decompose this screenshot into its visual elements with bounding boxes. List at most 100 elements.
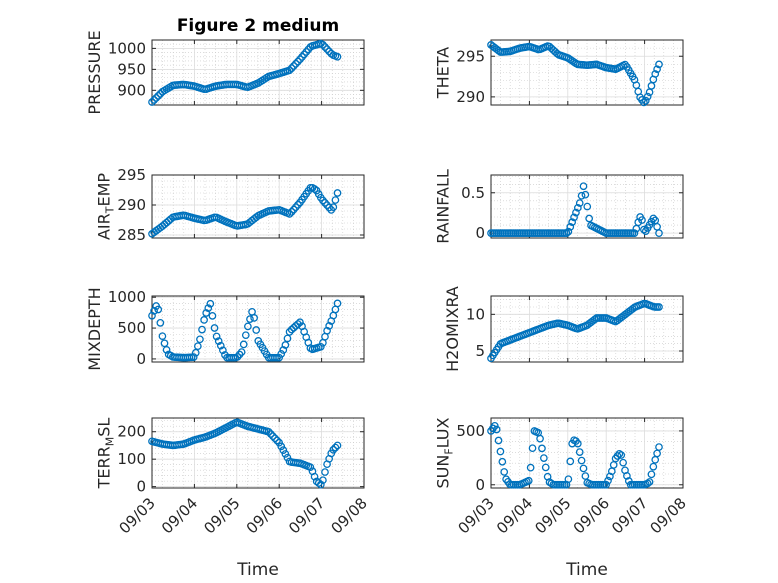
data-point: [325, 203, 334, 212]
data-point: [640, 225, 648, 234]
data-point: [577, 191, 586, 200]
data-point: [287, 208, 296, 216]
data-point: [294, 200, 302, 209]
y-tick-label: 10: [466, 305, 485, 323]
data-point: [641, 96, 650, 105]
subplot-rainfall: 0 0.5 RAINFALL: [434, 169, 684, 244]
data-point: [273, 436, 281, 445]
data-point: [239, 340, 248, 349]
data-point: [651, 70, 660, 78]
data-point: [649, 462, 658, 471]
data-point: [604, 476, 612, 485]
data-point: [585, 214, 594, 223]
major-grid: [152, 40, 364, 105]
data-point: [579, 464, 588, 473]
data-point: [148, 98, 156, 106]
subplot-pressure: 900 950 1000 Figure 2 medium PRESSURE: [85, 16, 365, 115]
y-axis-label: SUNFLUX: [434, 417, 456, 488]
data-point: [271, 434, 279, 443]
data-point: [269, 432, 277, 441]
data-point: [333, 299, 342, 308]
data-point: [541, 463, 550, 472]
axes-box: [490, 417, 684, 489]
data-series: [487, 41, 663, 107]
data-point: [202, 309, 211, 317]
data-point: [498, 457, 507, 466]
data-point: [291, 203, 300, 212]
data-point: [540, 454, 548, 462]
data-point: [573, 203, 582, 212]
y-tick-label: 5: [475, 342, 485, 360]
data-point: [216, 341, 225, 350]
data-series: [148, 183, 342, 238]
data-point: [321, 468, 329, 476]
data-point: [329, 445, 338, 454]
data-point: [613, 452, 622, 460]
y-tick-label: 1000: [108, 39, 146, 57]
data-point: [237, 348, 246, 356]
y-axis-label: H2OMIXRA: [443, 286, 462, 372]
data-point: [287, 64, 296, 73]
y-axis-label: TERRMSL: [95, 418, 117, 490]
y-tick-label: 900: [117, 81, 146, 99]
y-axis-label: RAINFALL: [434, 169, 453, 244]
data-point: [528, 444, 537, 453]
data-point: [194, 342, 202, 351]
data-point: [266, 430, 275, 438]
data-point: [150, 96, 158, 104]
data-point: [289, 205, 298, 214]
data-point: [319, 476, 327, 485]
data-point: [329, 203, 338, 212]
x-tick-label: 09/05: [531, 494, 574, 537]
data-point: [331, 196, 340, 204]
x-tick-label: 09/06: [243, 494, 286, 537]
data-point: [331, 443, 340, 452]
y-tick-label: 500: [117, 319, 146, 337]
y-tick-label: 285: [117, 226, 146, 244]
axes-box: [151, 417, 365, 489]
x-tick-label: 09/03: [455, 494, 498, 537]
x-tick-label: 09/03: [116, 494, 159, 537]
data-point: [277, 350, 286, 358]
x-axis-label: Time: [236, 560, 279, 580]
data-series: [148, 39, 342, 106]
y-tick-label: 0: [136, 478, 146, 496]
x-axis-label: Time: [565, 560, 608, 580]
data-point: [583, 202, 592, 211]
data-point: [572, 208, 580, 217]
major-grid: [491, 40, 683, 105]
axes-box: [490, 174, 684, 239]
data-point: [200, 316, 208, 324]
axes-box: [151, 39, 365, 106]
data-point: [649, 214, 658, 223]
data-point: [210, 324, 219, 332]
x-tick-label: 09/05: [200, 494, 243, 537]
y-tick-label: 100: [117, 450, 146, 468]
y-tick-label: 0: [136, 350, 146, 368]
data-point: [208, 312, 217, 320]
data-point: [158, 332, 167, 341]
data-point: [643, 92, 652, 101]
data-point: [653, 65, 661, 74]
x-tick-label: 09/07: [608, 494, 651, 537]
data-point: [570, 213, 578, 222]
data-point: [148, 311, 156, 320]
data-point: [289, 62, 298, 70]
data-point: [198, 325, 206, 334]
data-point: [319, 196, 327, 205]
data-point: [496, 447, 505, 456]
data-point: [323, 326, 331, 335]
data-point: [581, 472, 590, 480]
data-point: [316, 342, 325, 351]
y-tick-label: 0: [475, 224, 485, 242]
data-point: [333, 52, 342, 61]
y-tick-label: 290: [456, 88, 485, 106]
axes-box: [490, 295, 684, 363]
data-point: [568, 218, 577, 226]
data-point: [579, 182, 588, 191]
